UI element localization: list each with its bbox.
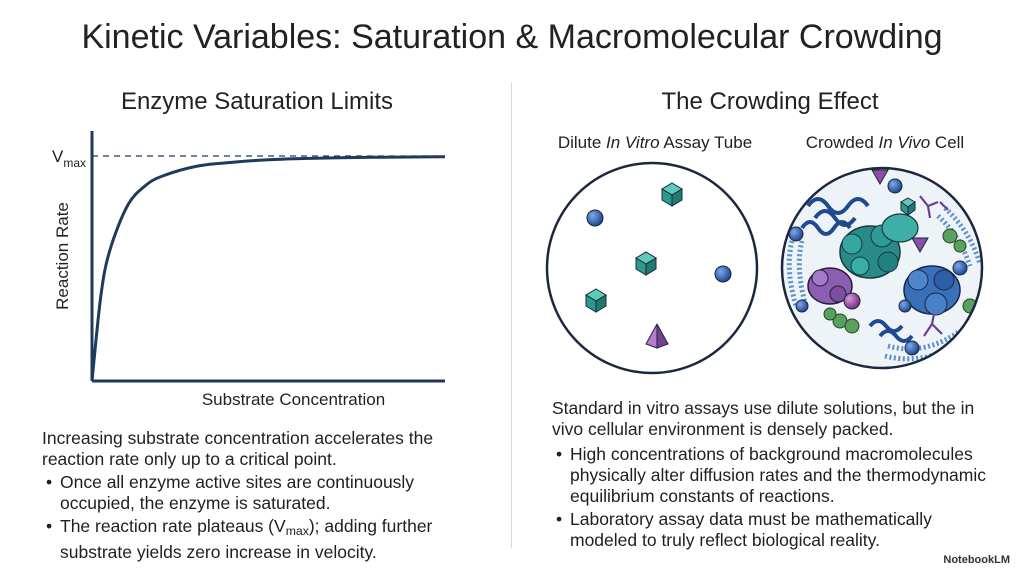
crowded-cell: [780, 166, 984, 370]
cube-molecule-icon: [635, 251, 657, 276]
crowding-illustration: [545, 161, 984, 375]
right-intro: Standard in vitro assays use dilute solu…: [552, 398, 975, 439]
right-heading: The Crowding Effect: [661, 88, 879, 115]
coil-structure: [800, 197, 914, 343]
left-bullets: Once all enzyme active sites are continu…: [42, 472, 482, 563]
sphere-molecule-icon: [586, 209, 604, 227]
right-bullet-1: High concentrations of background macrom…: [552, 444, 1002, 507]
lipid-bilayer: [786, 206, 982, 362]
branched-polymer: [919, 195, 949, 337]
cube-molecule-icon: [661, 182, 683, 207]
protein-cluster: [807, 267, 853, 305]
crowded-label: Crowded In Vivo Cell: [805, 133, 965, 152]
cube-molecule-icon: [900, 197, 916, 216]
column-divider: [511, 82, 512, 548]
pyramid-molecule-icon: [645, 323, 669, 349]
right-bullet-2: Laboratory assay data must be mathematic…: [552, 509, 1002, 551]
protein-cluster: [903, 265, 961, 316]
x-axis-label: Substrate Concentration: [202, 390, 385, 409]
y-axis-label: Reaction Rate: [53, 202, 72, 310]
right-text: Standard in vitro assays use dilute solu…: [552, 398, 1002, 551]
right-bullets: High concentrations of background macrom…: [552, 444, 1002, 551]
sphere-molecule-icon: [788, 178, 968, 356]
pyramid-molecule-icon: [911, 237, 929, 254]
vmax-label: Vmax: [52, 147, 86, 170]
left-intro: Increasing substrate concentration accel…: [42, 428, 434, 469]
left-bullet-1: Once all enzyme active sites are continu…: [42, 472, 482, 514]
saturation-chart: Vmax Reaction Rate Substrate Concentrati…: [52, 131, 446, 409]
sphere-molecule-icon: [714, 265, 732, 283]
left-text: Increasing substrate concentration accel…: [42, 428, 482, 563]
dilute-tube: [545, 161, 759, 375]
left-bullet-2: The reaction rate plateaus (Vmax); addin…: [42, 516, 482, 563]
cube-molecule-icon: [585, 288, 607, 313]
brand-label: NotebookLM: [943, 554, 1010, 566]
protein-cluster: [839, 213, 919, 279]
saturation-curve: [90, 155, 446, 382]
dilute-label: Dilute In Vitro Assay Tube: [557, 133, 753, 152]
left-heading: Enzyme Saturation Limits: [120, 88, 394, 115]
page-title: Kinetic Variables: Saturation & Macromol…: [81, 18, 943, 56]
pyramid-molecule-icon: [871, 169, 889, 186]
green-macromolecule: [823, 228, 978, 334]
